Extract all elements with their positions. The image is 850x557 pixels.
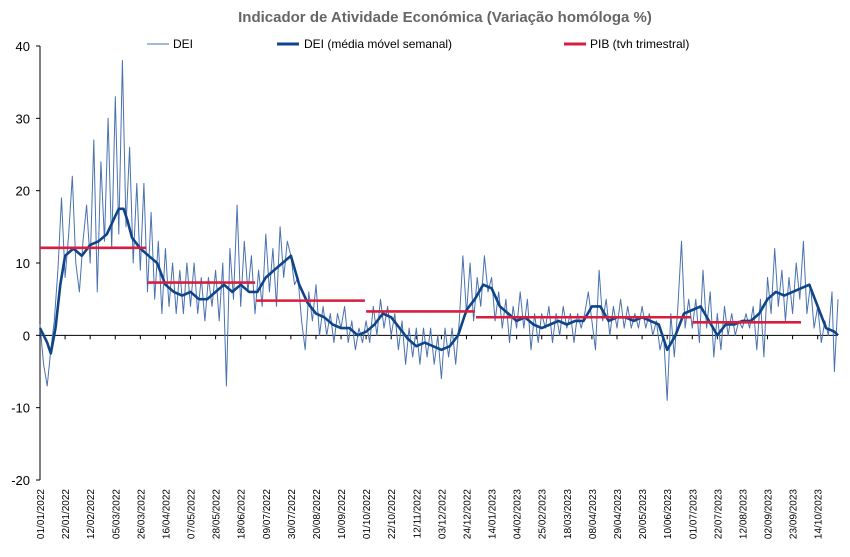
- y-tick-label: 30: [16, 111, 30, 126]
- y-tick-label: 0: [23, 328, 30, 343]
- x-tick-label: 08/04/2023: [588, 489, 599, 539]
- x-tick-label: 23/09/2023: [789, 489, 800, 539]
- series-line-dei-media-movel: [38, 207, 839, 355]
- y-tick-label: 10: [16, 256, 30, 271]
- y-tick-label: 40: [16, 39, 30, 54]
- x-tick-label: 12/08/2023: [738, 489, 749, 539]
- x-tick-label: 01/01/2022: [36, 489, 47, 539]
- x-tick-label: 01/10/2022: [362, 489, 373, 539]
- x-tick-label: 16/04/2022: [161, 489, 172, 539]
- x-tick-label: 29/04/2023: [613, 489, 624, 539]
- y-tick-label: 20: [16, 184, 30, 199]
- x-tick-label: 24/12/2022: [462, 489, 473, 539]
- x-tick-label: 30/07/2022: [287, 489, 298, 539]
- x-tick-label: 22/01/2022: [61, 489, 72, 539]
- legend-label-pib: PIB (tvh trimestral): [590, 37, 689, 51]
- x-tick-label: 20/08/2022: [312, 489, 323, 539]
- plot-area: [38, 60, 839, 401]
- x-tick-label: 03/12/2022: [437, 489, 448, 539]
- x-tick-label: 22/07/2023: [713, 489, 724, 539]
- x-tick-label: 04/02/2023: [513, 489, 524, 539]
- legend-label-dei: DEI: [173, 37, 193, 51]
- series-line-dei: [39, 60, 839, 401]
- x-tick-label: 09/07/2022: [262, 489, 273, 539]
- x-axis: 01/01/2022 22/01/2022 12/02/2022 05/03/2022…: [36, 334, 838, 539]
- x-tick-label: 22/10/2022: [387, 489, 398, 539]
- x-tick-label: 20/05/2023: [638, 489, 649, 539]
- x-tick-label: 14/10/2023: [814, 489, 825, 539]
- x-tick-label: 05/03/2022: [111, 489, 122, 539]
- x-tick-label: 18/03/2023: [563, 489, 574, 539]
- x-tick-label: 07/05/2022: [187, 489, 198, 539]
- x-tick-label: 14/01/2023: [488, 489, 499, 539]
- y-tick-label: -10: [11, 401, 30, 416]
- chart-title: Indicador de Atividade Económica (Variaç…: [238, 9, 652, 26]
- x-tick-label: 10/06/2023: [663, 489, 674, 539]
- x-tick-label: 12/02/2022: [86, 489, 97, 539]
- x-tick-label: 26/03/2022: [136, 489, 147, 539]
- x-tick-label: 28/05/2022: [212, 489, 223, 539]
- x-tick-label: 12/11/2022: [412, 489, 423, 539]
- y-tick-label: -20: [11, 473, 30, 488]
- x-tick-label: 25/02/2023: [538, 489, 549, 539]
- legend: DEI DEI (média móvel semanal) PIB (tvh t…: [147, 37, 689, 51]
- x-tick-label: 10/09/2022: [337, 489, 348, 539]
- x-tick-label: 02/09/2023: [764, 489, 775, 539]
- y-axis: -20 -10 0 10 20 30 40: [11, 39, 41, 488]
- x-tick-label: 01/07/2023: [688, 489, 699, 539]
- x-tick-label: 18/06/2022: [237, 489, 248, 539]
- legend-label-dei-mm: DEI (média móvel semanal): [304, 37, 452, 51]
